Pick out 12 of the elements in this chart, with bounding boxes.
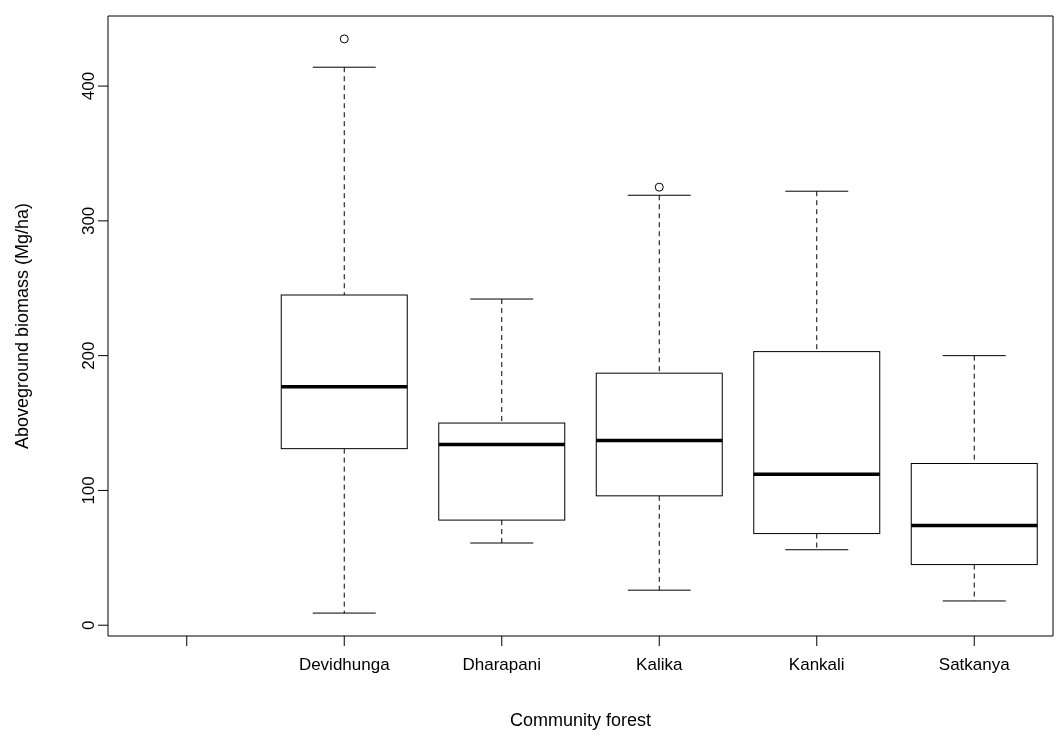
y-tick-label: 300 [79,206,99,236]
y-axis-title: Aboveground biomass (Mg/ha) [12,202,33,450]
y-tick-label: 100 [79,476,99,505]
y-tick-label: 400 [79,71,99,101]
x-tick-label: Dharapani [462,655,541,675]
x-axis-title: Community forest [509,710,652,730]
x-tick-label: Devidhunga [298,655,391,675]
y-tick-label: 200 [79,341,99,370]
y-tick-label: 0 [79,620,99,630]
x-tick-label: Satkanya [938,655,1011,675]
x-tick-label: Kalika [636,655,683,675]
x-tick-label: Kankali [788,655,845,675]
